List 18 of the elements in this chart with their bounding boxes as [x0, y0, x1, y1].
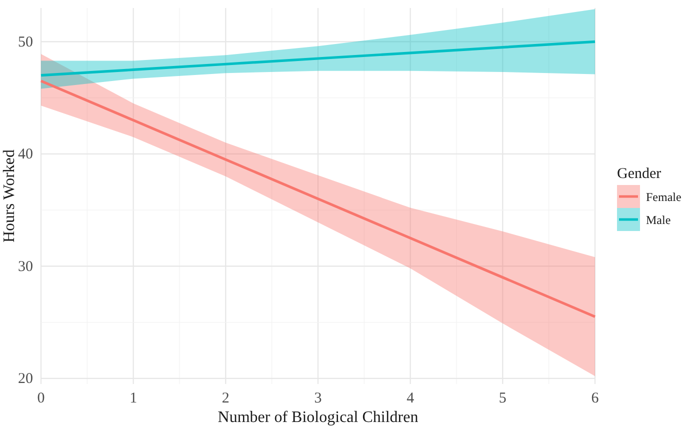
legend-title: Gender [617, 166, 662, 182]
legend-label: Male [646, 213, 671, 227]
y-axis-title: Hours Worked [1, 149, 18, 243]
legend-label: Female [646, 190, 682, 204]
y-tick-label: 20 [18, 371, 33, 388]
x-tick-label: 0 [37, 390, 45, 407]
y-tick-label: 50 [18, 34, 33, 50]
x-tick-label: 3 [314, 390, 322, 407]
y-tick-label: 30 [18, 258, 33, 275]
x-tick-label: 2 [222, 390, 230, 407]
x-axis-title: Number of Biological Children [218, 409, 418, 426]
x-tick-label: 6 [591, 390, 600, 407]
x-tick-label: 1 [130, 390, 138, 407]
x-tick-label: 5 [498, 390, 506, 407]
line-series [40, 40, 596, 77]
y-tick-label: 40 [18, 146, 33, 163]
x-tick-label: 4 [406, 390, 415, 407]
line-series [40, 80, 596, 318]
